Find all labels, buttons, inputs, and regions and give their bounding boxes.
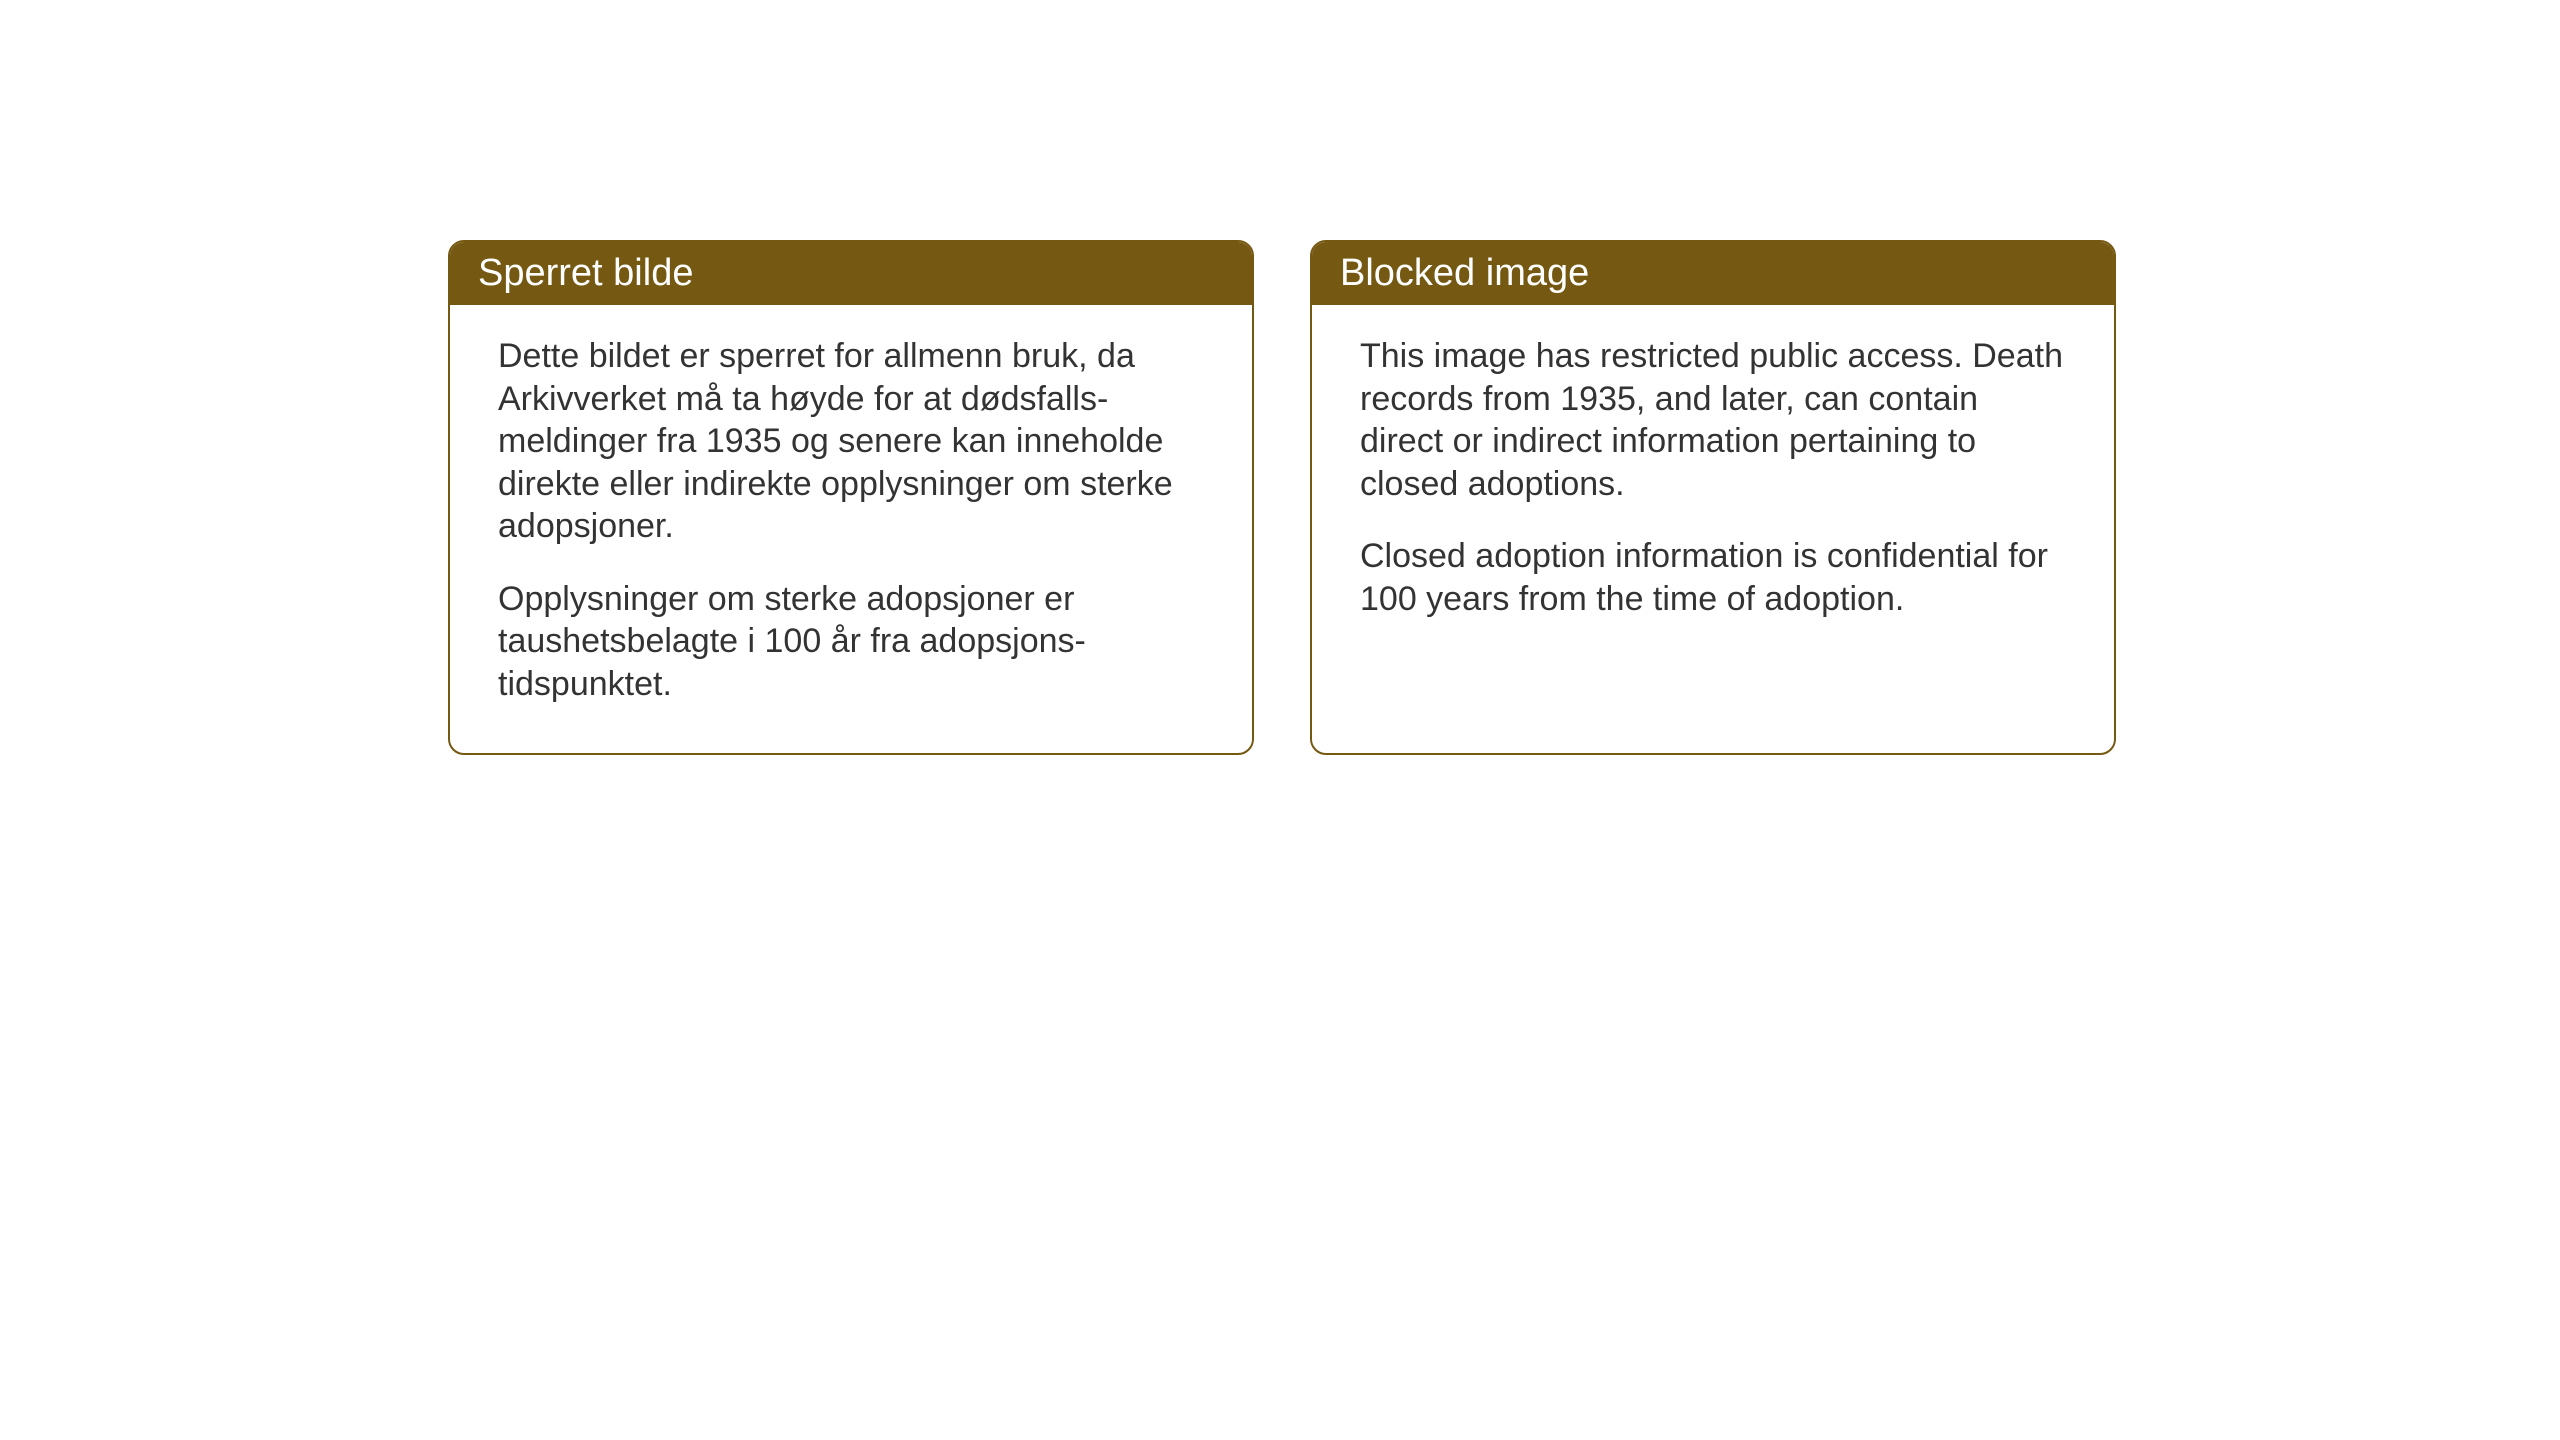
english-paragraph-1: This image has restricted public access.… — [1360, 335, 2066, 505]
english-notice-card: Blocked image This image has restricted … — [1310, 240, 2116, 755]
norwegian-paragraph-2: Opplysninger om sterke adopsjoner er tau… — [498, 578, 1204, 706]
norwegian-card-body: Dette bildet er sperret for allmenn bruk… — [450, 305, 1252, 753]
norwegian-paragraph-1: Dette bildet er sperret for allmenn bruk… — [498, 335, 1204, 548]
norwegian-notice-card: Sperret bilde Dette bildet er sperret fo… — [448, 240, 1254, 755]
norwegian-card-title: Sperret bilde — [450, 242, 1252, 305]
english-card-title: Blocked image — [1312, 242, 2114, 305]
english-paragraph-2: Closed adoption information is confident… — [1360, 535, 2066, 620]
notice-container: Sperret bilde Dette bildet er sperret fo… — [448, 240, 2116, 755]
english-card-body: This image has restricted public access.… — [1312, 305, 2114, 668]
